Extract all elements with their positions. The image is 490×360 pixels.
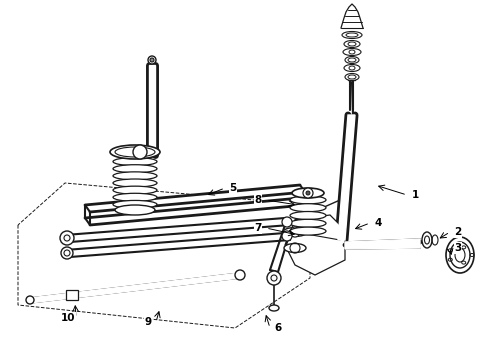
Circle shape (282, 231, 292, 241)
Polygon shape (345, 239, 420, 249)
Ellipse shape (110, 145, 160, 159)
Polygon shape (30, 273, 240, 303)
Circle shape (60, 231, 74, 245)
Polygon shape (65, 233, 290, 257)
Text: 1: 1 (412, 190, 418, 200)
Text: 5: 5 (229, 183, 237, 193)
Text: 3: 3 (454, 243, 462, 253)
Ellipse shape (113, 186, 157, 194)
Ellipse shape (292, 188, 324, 198)
Ellipse shape (424, 236, 430, 244)
Ellipse shape (115, 205, 155, 215)
Ellipse shape (344, 40, 360, 48)
Circle shape (267, 271, 281, 285)
Ellipse shape (349, 66, 355, 70)
Text: 4: 4 (374, 218, 382, 228)
Ellipse shape (113, 201, 157, 208)
Text: 6: 6 (274, 323, 282, 333)
Ellipse shape (113, 172, 157, 180)
Circle shape (303, 188, 313, 198)
Ellipse shape (422, 232, 432, 248)
Text: 10: 10 (61, 313, 75, 323)
Circle shape (235, 270, 245, 280)
Text: 9: 9 (145, 317, 151, 327)
Circle shape (306, 191, 310, 195)
Polygon shape (338, 115, 355, 240)
Polygon shape (149, 65, 155, 155)
Ellipse shape (346, 33, 358, 37)
Circle shape (148, 56, 156, 64)
Ellipse shape (450, 242, 470, 268)
Ellipse shape (446, 237, 474, 273)
Ellipse shape (269, 305, 279, 311)
Bar (66, 290, 78, 300)
Ellipse shape (345, 73, 359, 81)
Circle shape (133, 145, 147, 159)
Text: 2: 2 (454, 227, 462, 237)
Text: 8: 8 (254, 195, 262, 205)
Ellipse shape (290, 212, 326, 220)
Text: 7: 7 (254, 223, 262, 233)
Ellipse shape (113, 158, 157, 166)
Polygon shape (65, 218, 290, 242)
Ellipse shape (113, 165, 157, 173)
Polygon shape (85, 185, 305, 212)
Ellipse shape (113, 193, 157, 201)
Ellipse shape (290, 196, 326, 204)
Ellipse shape (343, 49, 361, 55)
Ellipse shape (113, 179, 157, 187)
Ellipse shape (290, 219, 326, 227)
Circle shape (26, 296, 34, 304)
Ellipse shape (342, 32, 362, 39)
Ellipse shape (284, 243, 306, 252)
Circle shape (150, 58, 154, 62)
Ellipse shape (290, 204, 326, 212)
Ellipse shape (348, 75, 356, 79)
Polygon shape (285, 215, 345, 275)
Circle shape (61, 247, 73, 259)
Ellipse shape (349, 50, 355, 54)
Ellipse shape (348, 58, 356, 62)
Ellipse shape (345, 57, 359, 63)
Ellipse shape (290, 227, 326, 235)
Circle shape (282, 217, 292, 227)
Circle shape (290, 227, 300, 237)
Ellipse shape (348, 42, 356, 46)
Polygon shape (85, 198, 305, 225)
Ellipse shape (344, 64, 360, 72)
Ellipse shape (283, 228, 307, 237)
